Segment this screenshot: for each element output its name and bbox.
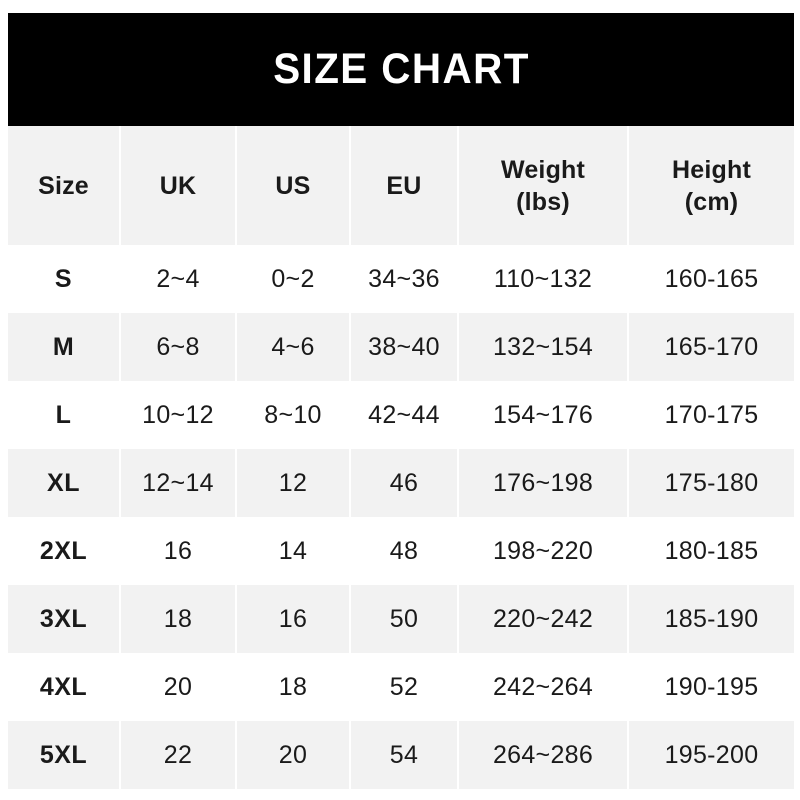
cell-size: 5XL [8, 721, 121, 789]
cell-uk: 16 [120, 517, 237, 585]
cell-weight: 176~198 [458, 449, 629, 517]
cell-height: 175-180 [628, 449, 794, 517]
cell-weight: 220~242 [458, 585, 629, 653]
table-row: L 10~12 8~10 42~44 154~176 170-175 [8, 381, 794, 449]
cell-eu: 34~36 [350, 245, 459, 313]
column-header-label: US [275, 171, 311, 200]
cell-eu: 54 [350, 721, 459, 789]
table-row: 2XL 16 14 48 198~220 180-185 [8, 517, 794, 585]
size-chart-banner: SIZE CHART [8, 13, 794, 126]
cell-us: 20 [236, 721, 351, 789]
table-row: M 6~8 4~6 38~40 132~154 165-170 [8, 313, 794, 381]
cell-height: 170-175 [628, 381, 794, 449]
cell-weight: 154~176 [458, 381, 629, 449]
cell-eu: 46 [350, 449, 459, 517]
cell-eu: 50 [350, 585, 459, 653]
cell-size: 3XL [8, 585, 121, 653]
cell-uk: 22 [120, 721, 237, 789]
cell-uk: 18 [120, 585, 237, 653]
cell-size: 4XL [8, 653, 121, 721]
cell-weight: 132~154 [458, 313, 629, 381]
cell-size: S [8, 245, 121, 313]
column-header-eu: EU [350, 126, 459, 245]
column-header-label: Size [38, 171, 89, 200]
column-header-label: Height [672, 155, 751, 184]
cell-size: L [8, 381, 121, 449]
cell-uk: 20 [120, 653, 237, 721]
cell-us: 16 [236, 585, 351, 653]
column-header-size: Size [8, 126, 121, 245]
cell-uk: 2~4 [120, 245, 237, 313]
cell-height: 195-200 [628, 721, 794, 789]
column-header-weight: Weight (lbs) [458, 126, 629, 245]
cell-weight: 242~264 [458, 653, 629, 721]
table-header-row: Size UK US EU Weight (lbs) Height (cm) [8, 126, 794, 245]
column-header-height: Height (cm) [628, 126, 794, 245]
table-row: 4XL 20 18 52 242~264 190-195 [8, 653, 794, 721]
cell-us: 14 [236, 517, 351, 585]
cell-weight: 110~132 [458, 245, 629, 313]
column-header-unit: (lbs) [516, 187, 570, 216]
cell-size: XL [8, 449, 121, 517]
cell-height: 165-170 [628, 313, 794, 381]
cell-weight: 264~286 [458, 721, 629, 789]
table-header: Size UK US EU Weight (lbs) Height (cm) [8, 126, 794, 245]
cell-us: 8~10 [236, 381, 351, 449]
cell-uk: 10~12 [120, 381, 237, 449]
cell-height: 190-195 [628, 653, 794, 721]
cell-us: 4~6 [236, 313, 351, 381]
column-header-label: EU [386, 171, 422, 200]
table-row: 5XL 22 20 54 264~286 195-200 [8, 721, 794, 789]
page-title: SIZE CHART [272, 45, 530, 93]
column-header-unit: (cm) [684, 187, 739, 216]
cell-us: 12 [236, 449, 351, 517]
cell-size: 2XL [8, 517, 121, 585]
table-body: S 2~4 0~2 34~36 110~132 160-165 M 6~8 4~6 38~40 13… [8, 245, 794, 789]
cell-size: M [8, 313, 121, 381]
cell-uk: 12~14 [120, 449, 237, 517]
table-row: S 2~4 0~2 34~36 110~132 160-165 [8, 245, 794, 313]
cell-weight: 198~220 [458, 517, 629, 585]
column-header-us: US [236, 126, 351, 245]
cell-height: 185-190 [628, 585, 794, 653]
cell-height: 160-165 [628, 245, 794, 313]
cell-eu: 42~44 [350, 381, 459, 449]
table-row: XL 12~14 12 46 176~198 175-180 [8, 449, 794, 517]
cell-eu: 52 [350, 653, 459, 721]
cell-eu: 48 [350, 517, 459, 585]
table-row: 3XL 18 16 50 220~242 185-190 [8, 585, 794, 653]
cell-us: 18 [236, 653, 351, 721]
column-header-label: UK [159, 171, 197, 200]
cell-height: 180-185 [628, 517, 794, 585]
cell-eu: 38~40 [350, 313, 459, 381]
cell-uk: 6~8 [120, 313, 237, 381]
column-header-label: Weight [500, 155, 586, 184]
size-chart-table: Size UK US EU Weight (lbs) Height (cm) S 2~4 0~2 3… [8, 126, 794, 789]
column-header-uk: UK [120, 126, 237, 245]
cell-us: 0~2 [236, 245, 351, 313]
